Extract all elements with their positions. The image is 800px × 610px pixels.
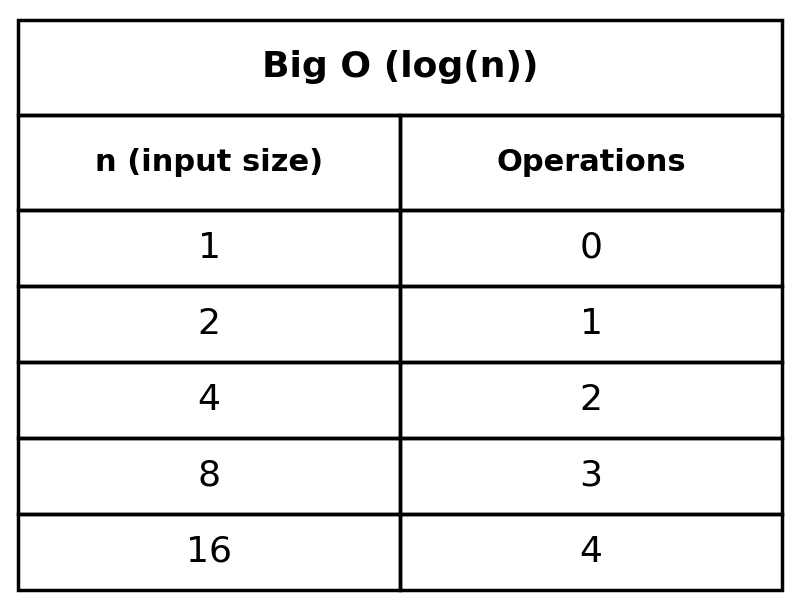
Bar (18, 20, 782, 115)
Text: 16: 16 (186, 535, 232, 569)
Text: 4: 4 (579, 535, 602, 569)
Bar (18, 362, 400, 438)
Bar (400, 438, 782, 514)
Text: 8: 8 (198, 459, 221, 493)
Bar (400, 362, 782, 438)
Text: Operations: Operations (496, 148, 686, 177)
Bar (18, 286, 400, 362)
Text: 3: 3 (579, 459, 602, 493)
Text: Big O (log(n)): Big O (log(n)) (262, 51, 538, 85)
Bar (400, 115, 782, 210)
Bar (18, 115, 400, 210)
Text: 1: 1 (579, 307, 602, 341)
Text: n (input size): n (input size) (95, 148, 323, 177)
Bar (400, 210, 782, 286)
Text: 2: 2 (579, 383, 602, 417)
Text: 4: 4 (198, 383, 221, 417)
Text: 0: 0 (579, 231, 602, 265)
Text: 1: 1 (198, 231, 221, 265)
Bar (18, 438, 400, 514)
Bar (18, 210, 400, 286)
Bar (400, 514, 782, 590)
Text: 2: 2 (198, 307, 221, 341)
Bar (400, 286, 782, 362)
Bar (18, 514, 400, 590)
